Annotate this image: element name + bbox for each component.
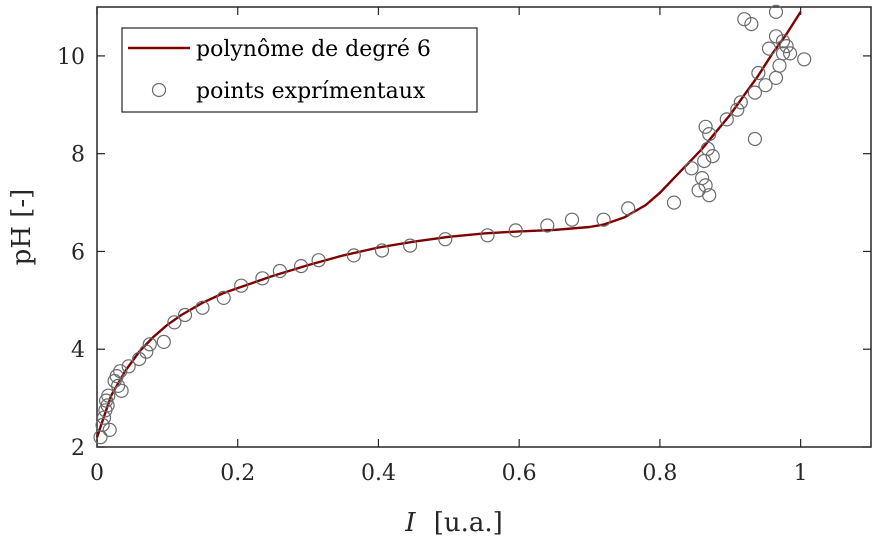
data-point: [195, 300, 210, 315]
y-tick-label: 10: [57, 45, 85, 70]
scatter-series: [93, 4, 812, 445]
data-point: [751, 65, 766, 81]
data-point: [508, 223, 523, 238]
fit-line: [95, 11, 802, 438]
data-point: [110, 378, 126, 393]
data-point: [758, 78, 773, 93]
data-point: [311, 253, 326, 268]
x-axis-ticks: 0 0.2 0.4 0.6 0.8 1: [90, 7, 808, 486]
data-point: [255, 271, 270, 286]
x-axis-label-symbol: I: [404, 508, 416, 538]
data-point: [702, 127, 717, 142]
data-point: [666, 195, 682, 210]
data-point: [761, 41, 777, 56]
data-point: [768, 70, 784, 86]
data-point: [733, 95, 748, 110]
data-point: [216, 290, 231, 305]
data-point: [775, 34, 791, 49]
data-point: [737, 12, 752, 27]
data-point: [346, 248, 361, 263]
fit-line-series: [95, 11, 802, 438]
data-point: [114, 383, 129, 398]
data-point: [109, 369, 124, 384]
y-axis-label: pH [-]: [7, 189, 37, 266]
x-tick-label: 0: [90, 461, 104, 486]
legend: polynôme de degré 6 points exprímentaux: [121, 27, 478, 113]
data-point: [684, 161, 699, 176]
data-point: [480, 228, 495, 243]
data-point: [564, 212, 580, 227]
data-point: [102, 422, 117, 437]
x-axis-label: I [u.a.]: [404, 508, 503, 538]
data-point: [101, 388, 116, 403]
y-tick-label: 2: [71, 436, 85, 461]
data-point: [113, 364, 128, 379]
data-point: [142, 337, 157, 352]
x-tick-label: 0.2: [220, 461, 255, 486]
data-point: [775, 46, 791, 61]
data-point: [272, 263, 287, 279]
data-point: [698, 178, 713, 193]
data-point: [730, 102, 745, 117]
y-tick-label: 6: [71, 240, 85, 265]
x-tick-label: 0.8: [642, 461, 677, 486]
plot-area: 0 0.2 0.4 0.6 0.8 1 2 4 6 8 10: [57, 4, 872, 486]
legend-marker-swatch: [151, 82, 167, 98]
data-point: [121, 359, 136, 374]
data-point: [719, 112, 734, 127]
data-point: [374, 243, 390, 258]
data-point: [694, 171, 710, 186]
data-point: [167, 315, 182, 330]
data-point: [797, 52, 812, 67]
data-point: [779, 38, 794, 54]
data-point: [95, 417, 110, 433]
data-point: [438, 232, 453, 247]
legend-box: [121, 27, 478, 113]
x-tick-label: 0.6: [502, 461, 537, 486]
data-point: [772, 58, 787, 73]
data-point: [540, 218, 555, 233]
data-point: [768, 4, 784, 19]
data-point: [294, 259, 309, 274]
data-point: [177, 307, 193, 323]
x-axis-label-unit: [u.a.]: [434, 508, 503, 538]
data-point: [596, 212, 611, 227]
data-point: [139, 344, 154, 359]
y-tick-label: 8: [71, 143, 85, 168]
data-point: [93, 430, 108, 445]
data-point: [403, 238, 418, 253]
y-tick-label: 4: [71, 338, 85, 363]
data-point: [747, 85, 763, 100]
data-point: [768, 29, 784, 44]
x-tick-label: 1: [794, 461, 808, 486]
y-axis-ticks: 2 4 6 8 10: [57, 45, 871, 461]
data-point: [698, 119, 713, 134]
legend-line-label: polynôme de degré 6: [196, 37, 431, 62]
data-point: [747, 131, 763, 147]
data-point: [156, 334, 171, 349]
data-point: [100, 398, 115, 413]
data-point: [782, 46, 798, 61]
data-point: [705, 149, 720, 164]
data-point: [702, 188, 717, 203]
data-point: [132, 351, 147, 367]
plot-frame: [96, 6, 872, 448]
data-point: [744, 17, 759, 32]
data-point: [234, 278, 249, 293]
data-point: [700, 141, 715, 156]
legend-marker-label: points exprímentaux: [196, 79, 426, 104]
data-point: [621, 201, 636, 216]
x-tick-label: 0.4: [361, 461, 396, 486]
